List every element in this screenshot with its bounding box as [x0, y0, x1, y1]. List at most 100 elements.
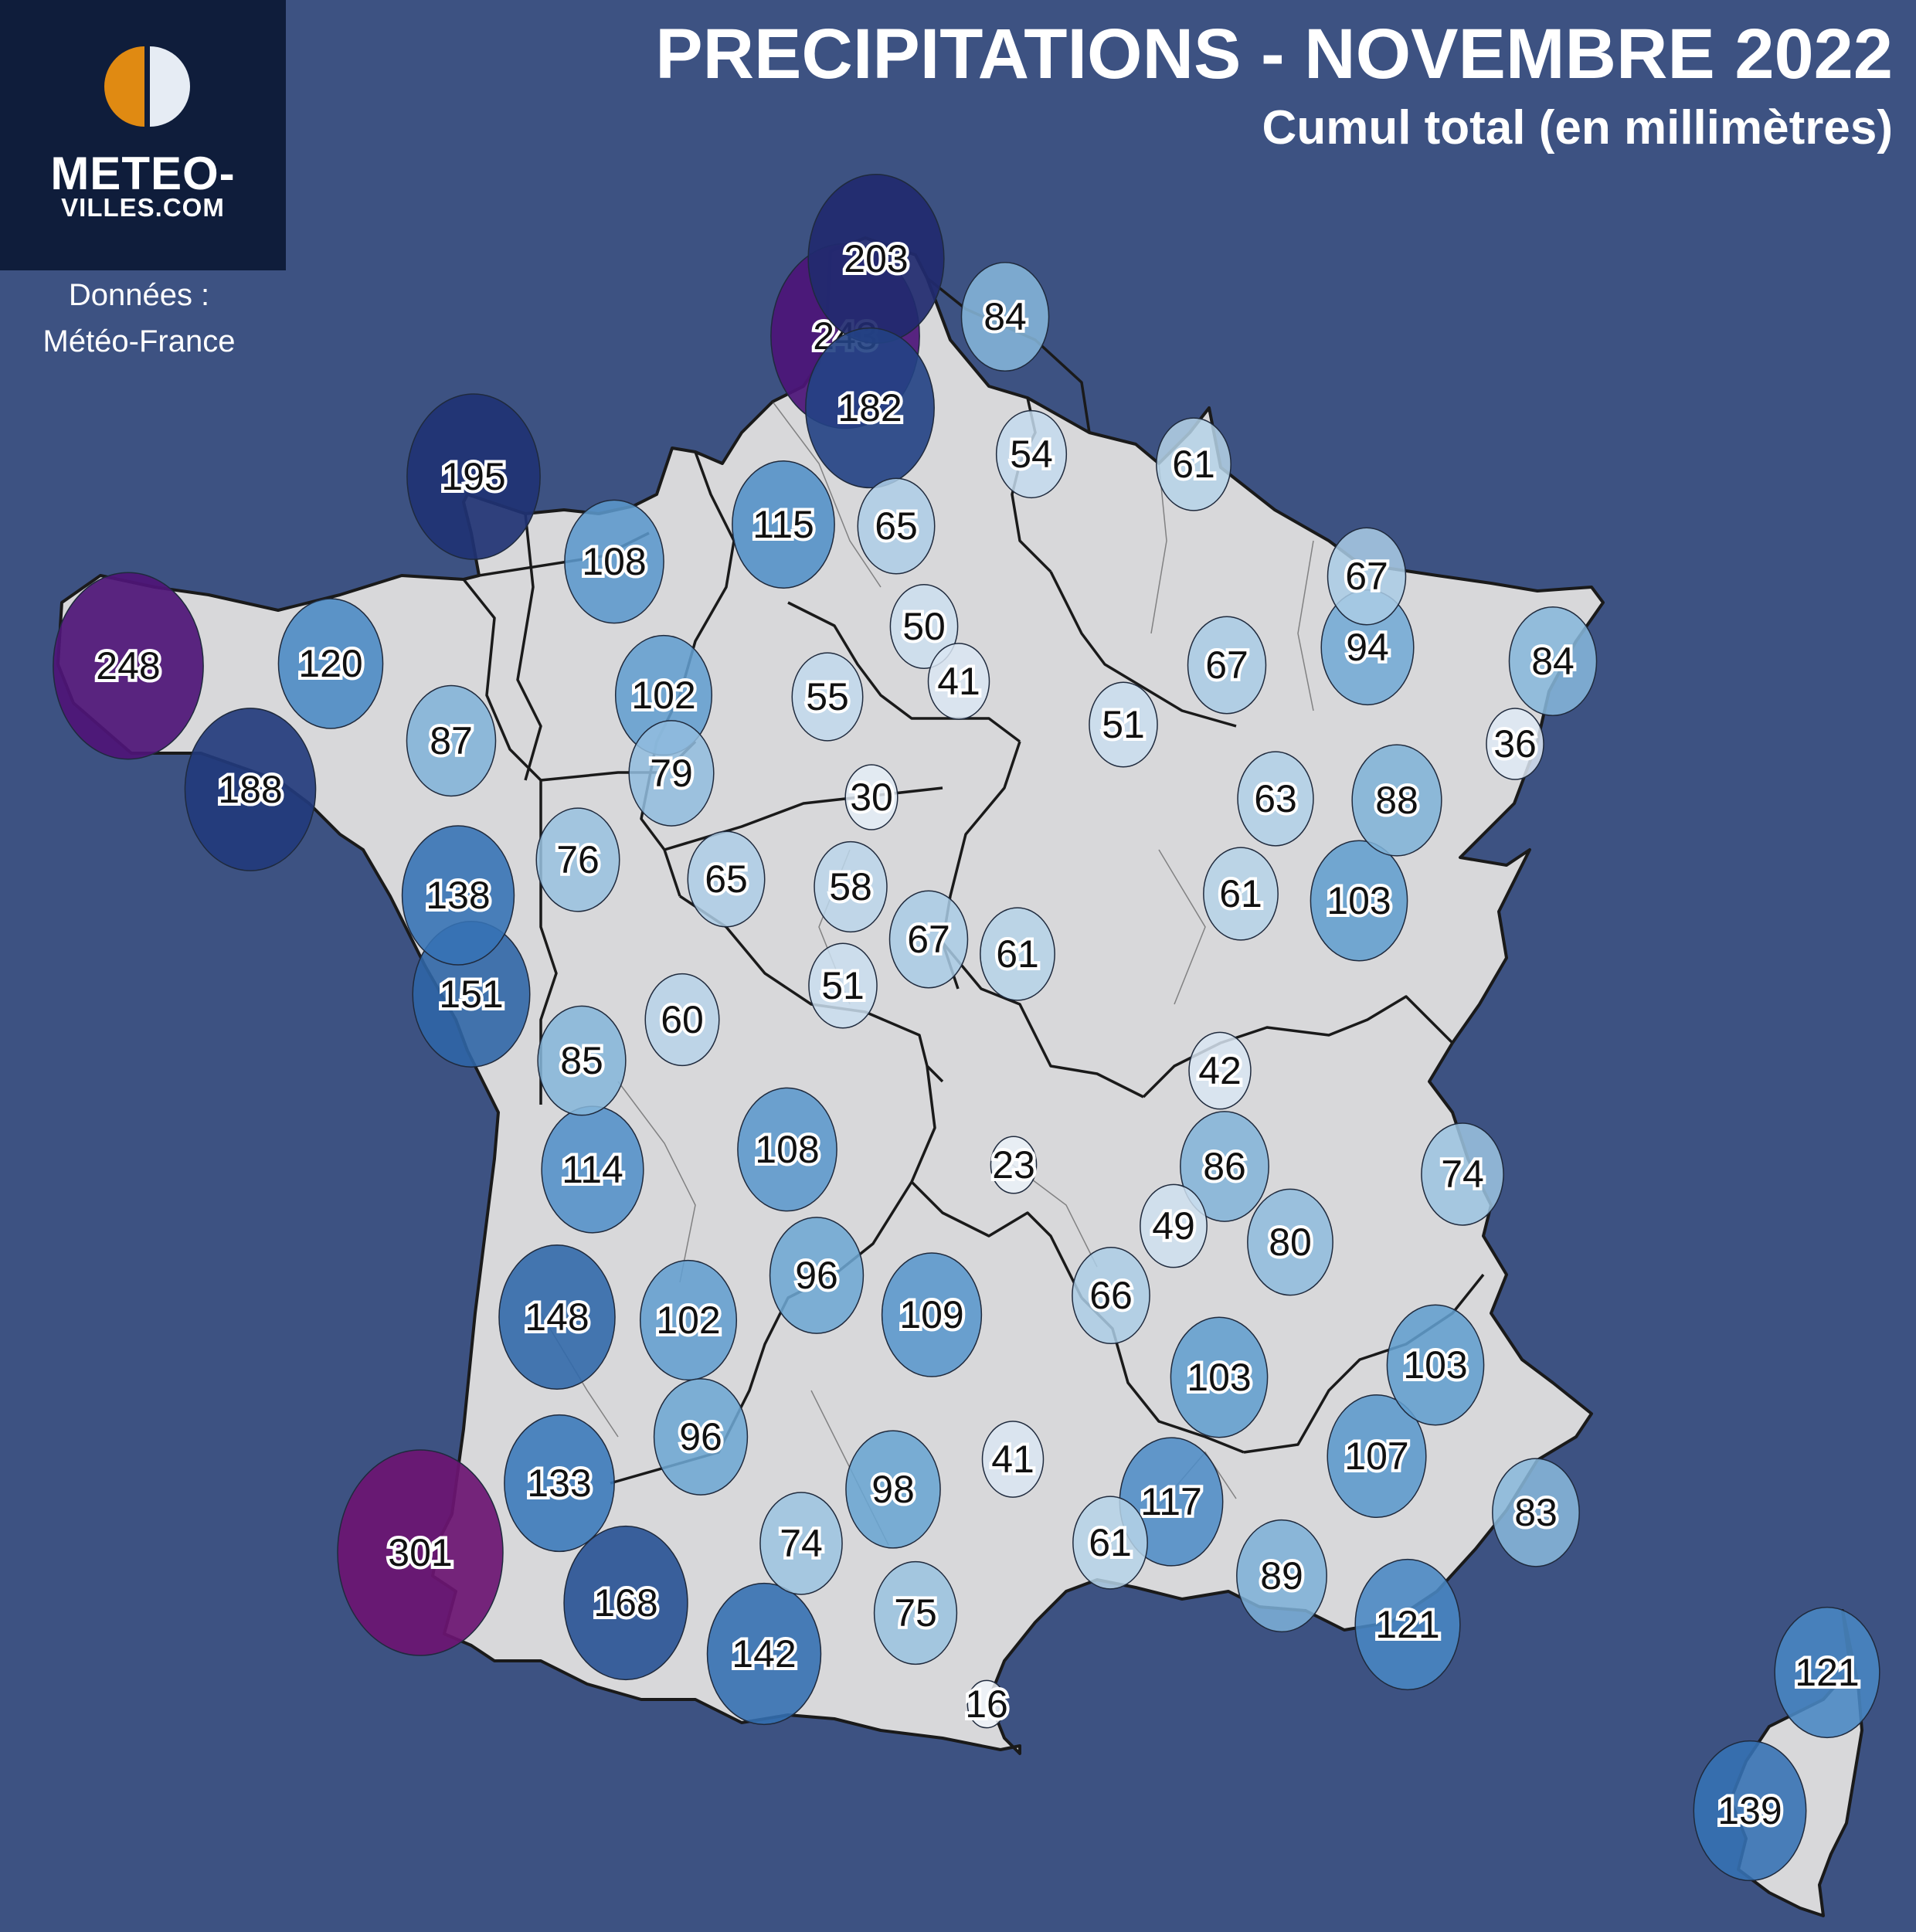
station-marker: 103 — [1170, 1316, 1269, 1438]
station-marker: 79 — [628, 720, 715, 827]
station-value-label: 98 — [871, 1468, 915, 1511]
station-marker: 103 — [1310, 840, 1408, 962]
station-marker: 41 — [981, 1421, 1045, 1498]
station-bubble — [687, 830, 766, 928]
station-bubble — [844, 764, 899, 830]
station-bubble — [845, 1430, 941, 1549]
station-value-label: 88 — [1375, 779, 1418, 822]
station-marker: 75 — [873, 1560, 958, 1665]
station-bubble — [737, 1087, 837, 1212]
station-bubble — [1156, 417, 1231, 511]
station-value-label: 67 — [1205, 643, 1248, 687]
station-value-label: 50 — [902, 605, 946, 648]
station-value-label: 67 — [1345, 555, 1388, 598]
station-marker: 182 — [805, 327, 935, 489]
station-value-label: 121 — [1375, 1603, 1439, 1646]
station-marker: 108 — [564, 499, 664, 624]
station-marker: 148 — [498, 1244, 616, 1390]
logo-box: METEO- VILLES.COM — [0, 0, 286, 270]
station-value-label: 60 — [661, 998, 704, 1041]
station-value-label: 86 — [1203, 1145, 1246, 1188]
station-marker: 49 — [1140, 1183, 1208, 1268]
station-bubble — [1508, 606, 1598, 717]
station-bubble — [857, 477, 936, 575]
station-marker: 139 — [1693, 1740, 1807, 1882]
station-value-label: 80 — [1269, 1221, 1312, 1264]
station-value-label: 51 — [1102, 703, 1145, 746]
station-value-label: 61 — [1172, 443, 1215, 486]
station-marker: 51 — [1089, 681, 1158, 768]
station-value-label: 36 — [1493, 722, 1537, 766]
station-value-label: 102 — [656, 1299, 720, 1342]
station-value-label: 115 — [752, 503, 814, 546]
station-value-label: 41 — [991, 1438, 1034, 1481]
station-value-label: 76 — [556, 838, 600, 881]
station-bubble — [769, 1217, 865, 1334]
station-marker: 195 — [406, 393, 541, 560]
station-bubble — [639, 1259, 738, 1381]
station-value-label: 139 — [1717, 1789, 1782, 1832]
station-value-label: 55 — [806, 675, 849, 718]
station-marker: 203 — [807, 174, 945, 344]
station-bubble — [504, 1414, 615, 1553]
station-bubble — [1486, 708, 1544, 780]
station-bubble — [1237, 751, 1314, 847]
station-marker: 60 — [644, 973, 720, 1067]
station-marker: 58 — [814, 840, 888, 933]
station-bubble — [759, 1492, 843, 1595]
map-subtitle: Cumul total (en millimètres) — [1262, 101, 1893, 154]
station-marker: 117 — [1119, 1437, 1224, 1567]
station-value-label: 84 — [983, 295, 1027, 338]
land-layer — [56, 236, 1863, 1917]
station-value-label: 108 — [755, 1128, 819, 1171]
station-marker: 248 — [53, 572, 204, 760]
station-value-label: 74 — [1441, 1153, 1484, 1196]
station-bubble — [1693, 1740, 1807, 1882]
station-marker: 86 — [1180, 1111, 1269, 1222]
station-value-label: 63 — [1254, 777, 1297, 820]
station-marker: 23 — [989, 1136, 1038, 1194]
station-bubble — [1327, 1394, 1427, 1519]
station-marker: 30 — [844, 764, 899, 830]
station-value-label: 121 — [1795, 1651, 1859, 1694]
station-value-label: 109 — [899, 1293, 963, 1336]
station-value-label: 108 — [582, 540, 646, 583]
station-marker: 102 — [639, 1259, 738, 1381]
station-bubble — [1492, 1458, 1580, 1567]
station-marker: 115 — [732, 460, 835, 589]
station-marker: 168 — [563, 1525, 688, 1681]
station-marker: 109 — [881, 1252, 983, 1377]
station-value-label: 103 — [1327, 879, 1391, 922]
station-value-label: 203 — [844, 237, 908, 280]
station-marker: 102 — [614, 634, 713, 756]
station-value-label: 79 — [650, 752, 693, 795]
station-value-label: 248 — [96, 644, 160, 688]
station-marker: 301 — [337, 1449, 504, 1656]
station-marker: 142 — [706, 1582, 822, 1726]
station-value-label: 301 — [388, 1531, 452, 1574]
station-value-label: 41 — [937, 660, 980, 703]
station-marker: 67 — [1327, 527, 1407, 626]
station-bubble — [980, 907, 1055, 1001]
station-marker: 76 — [535, 807, 620, 912]
station-marker: 96 — [653, 1378, 749, 1496]
station-marker: 51 — [808, 942, 878, 1029]
station-bubble — [406, 684, 497, 797]
station-value-label: 138 — [426, 874, 490, 917]
brand-name-line1: METEO- — [50, 148, 236, 199]
station-marker: 61 — [980, 907, 1055, 1001]
station-value-label: 74 — [780, 1522, 823, 1565]
station-bubble — [1236, 1519, 1327, 1633]
station-bubble — [960, 261, 1050, 372]
station-bubble — [1187, 616, 1267, 715]
station-bubble — [889, 584, 959, 669]
station-marker: 16 — [962, 1679, 1011, 1729]
station-value-label: 75 — [894, 1591, 937, 1635]
station-value-label: 83 — [1514, 1491, 1558, 1534]
station-bubble — [990, 1136, 1038, 1194]
station-bubble — [184, 708, 317, 871]
station-marker: 55 — [791, 652, 864, 742]
station-marker: 120 — [277, 598, 384, 729]
station-marker: 41 — [927, 643, 990, 720]
